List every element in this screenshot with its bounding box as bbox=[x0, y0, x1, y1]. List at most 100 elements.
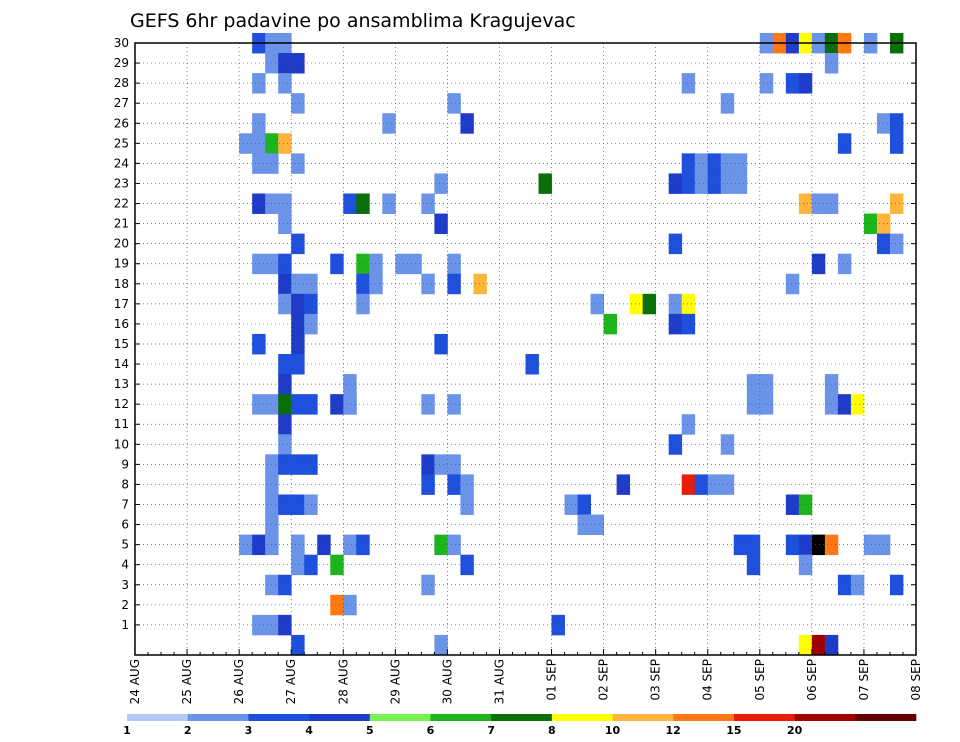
heatmap-cell bbox=[291, 293, 305, 315]
heatmap-cell bbox=[837, 394, 852, 415]
y-tick-label: 23 bbox=[114, 176, 129, 190]
y-tick-label: 24 bbox=[114, 156, 129, 170]
heatmap-cell bbox=[785, 494, 800, 515]
heatmap-cell bbox=[538, 173, 552, 194]
legend-label: 5 bbox=[366, 724, 374, 737]
heatmap-cell bbox=[681, 414, 696, 435]
legend-swatch bbox=[309, 714, 371, 721]
x-tick-label: 24 AUG bbox=[128, 659, 142, 704]
heatmap-cell bbox=[278, 414, 292, 435]
heatmap-cell bbox=[434, 534, 448, 556]
y-tick-label: 28 bbox=[114, 76, 129, 90]
y-tick-label: 27 bbox=[114, 96, 129, 110]
heatmap-cell bbox=[304, 494, 318, 515]
cell-layer bbox=[239, 32, 904, 656]
heatmap-cell bbox=[889, 574, 904, 596]
legend-swatch bbox=[733, 714, 795, 721]
legend-swatch bbox=[794, 714, 856, 721]
heatmap-cell bbox=[252, 614, 266, 636]
heatmap-cell bbox=[798, 554, 813, 576]
heatmap-cell bbox=[681, 474, 696, 495]
heatmap-cell bbox=[330, 394, 344, 415]
y-tick-label: 16 bbox=[114, 317, 129, 331]
y-tick-label: 18 bbox=[114, 277, 129, 291]
x-tick-label: 07 SEP bbox=[857, 659, 871, 701]
heatmap-cell bbox=[785, 273, 800, 295]
heatmap-cell bbox=[278, 273, 292, 295]
heatmap-cell bbox=[252, 133, 266, 154]
heatmap-cell bbox=[252, 113, 266, 134]
heatmap-cell bbox=[889, 193, 904, 214]
heatmap-cell bbox=[343, 193, 357, 214]
y-tick-label: 19 bbox=[114, 257, 129, 271]
heatmap-cell bbox=[681, 173, 696, 194]
heatmap-cell bbox=[577, 514, 591, 536]
heatmap-cell bbox=[850, 394, 865, 415]
heatmap-cell bbox=[837, 133, 852, 154]
x-tick-label: 27 AUG bbox=[284, 659, 298, 704]
heatmap-cell bbox=[681, 313, 696, 335]
heatmap-cell bbox=[278, 374, 292, 395]
heatmap-cell bbox=[252, 394, 266, 415]
heatmap-cell bbox=[798, 193, 813, 214]
heatmap-cell bbox=[798, 73, 813, 94]
legend-swatch bbox=[551, 714, 613, 721]
heatmap-cell bbox=[590, 514, 604, 536]
heatmap-cell bbox=[330, 554, 344, 576]
heatmap-cell bbox=[421, 394, 435, 415]
heatmap-cell bbox=[356, 193, 370, 214]
heatmap-cell bbox=[343, 374, 357, 395]
heatmap-cell bbox=[304, 293, 318, 315]
legend-swatch bbox=[187, 714, 249, 721]
heatmap-cell bbox=[746, 374, 761, 395]
y-tick-label: 9 bbox=[121, 457, 129, 471]
y-tick-label: 20 bbox=[114, 237, 129, 251]
heatmap-cell bbox=[434, 213, 448, 235]
y-tick-label: 15 bbox=[114, 337, 129, 351]
x-axis: 24 AUG 25 AUG 26 AUG 27 AUG 28 AUG 29 AUG 30 A… bbox=[128, 649, 923, 704]
heatmap-cell bbox=[447, 253, 461, 275]
legend-label: 2 bbox=[184, 724, 192, 737]
legend-label: 12 bbox=[666, 724, 681, 737]
y-tick-label: 7 bbox=[121, 498, 129, 512]
heatmap-cell bbox=[291, 354, 305, 375]
heatmap-cell bbox=[304, 554, 318, 576]
heatmap-cell bbox=[369, 273, 383, 295]
legend-label: 15 bbox=[726, 724, 741, 737]
heatmap-cell bbox=[278, 394, 292, 415]
y-tick-label: 26 bbox=[114, 116, 129, 130]
heatmap-cell bbox=[837, 253, 852, 275]
heatmap-cell bbox=[798, 494, 813, 515]
heatmap-cell bbox=[356, 534, 370, 556]
heatmap-cell bbox=[759, 374, 774, 395]
heatmap-cell bbox=[811, 534, 826, 556]
heatmap-cell bbox=[798, 534, 813, 556]
x-tick-label: 01 SEP bbox=[545, 659, 559, 701]
heatmap-cell bbox=[252, 153, 266, 174]
heatmap-cell bbox=[252, 253, 266, 275]
heatmap-cell bbox=[356, 253, 370, 275]
legend-swatch bbox=[248, 714, 310, 721]
heatmap-cell bbox=[278, 53, 292, 74]
y-tick-label: 29 bbox=[114, 56, 129, 70]
heatmap-cell bbox=[252, 333, 266, 355]
legend-label: 3 bbox=[245, 724, 253, 737]
heatmap-cell bbox=[239, 133, 253, 154]
heatmap-cell bbox=[291, 333, 305, 355]
legend-swatch bbox=[673, 714, 735, 721]
heatmap-cell bbox=[551, 614, 565, 636]
heatmap-cell bbox=[252, 193, 266, 214]
heatmap-cell bbox=[447, 534, 461, 556]
heatmap-cell bbox=[330, 253, 344, 275]
legend-swatch bbox=[430, 714, 492, 721]
heatmap-cell bbox=[707, 173, 722, 194]
heatmap-cell bbox=[447, 394, 461, 415]
heatmap-cell bbox=[252, 73, 266, 94]
heatmap-cell bbox=[421, 574, 435, 596]
heatmap-cell bbox=[447, 454, 461, 475]
heatmap-cell bbox=[434, 333, 448, 355]
heatmap-cell bbox=[278, 73, 292, 94]
x-tick-label: 05 SEP bbox=[753, 659, 767, 701]
heatmap-cell bbox=[291, 313, 305, 335]
legend-swatch bbox=[612, 714, 674, 721]
